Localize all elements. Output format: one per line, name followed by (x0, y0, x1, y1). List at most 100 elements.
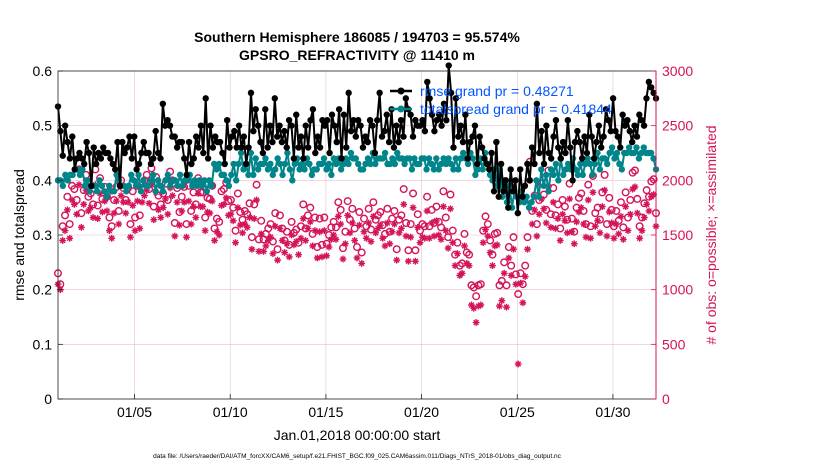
rmse-point (419, 117, 426, 124)
rmse-point (333, 138, 340, 146)
rmse-point (617, 144, 624, 151)
assimilated-obs-point (449, 239, 457, 247)
totalspread-point (179, 182, 186, 189)
possible-obs-point (369, 198, 378, 207)
assimilated-obs-point (105, 227, 113, 235)
rmse-point (393, 122, 400, 129)
rmse-point (162, 122, 169, 129)
totalspread-point (286, 166, 294, 173)
legend-rmse-label: rmse grand pr = 0.48271 (420, 83, 574, 99)
rmse-point (293, 111, 300, 118)
possible-obs-point (70, 185, 79, 194)
assimilated-obs-point (383, 219, 391, 227)
rmse-point (595, 122, 603, 129)
rmse-point (304, 144, 312, 151)
rmse-point (416, 122, 424, 129)
totalspread-point (633, 144, 640, 151)
possible-obs-point (189, 188, 198, 197)
rmse-point (228, 133, 236, 140)
assimilated-obs-point (311, 227, 319, 235)
totalspread-point (101, 188, 108, 195)
possible-obs-point (282, 227, 291, 236)
possible-obs-point (306, 203, 315, 212)
totalspread-point (625, 144, 633, 151)
totalspread-point (530, 193, 538, 200)
assimilated-obs-point (458, 269, 466, 277)
rmse-point (614, 133, 622, 140)
totalspread-point (232, 177, 240, 184)
possible-obs-point (432, 202, 441, 211)
assimilated-obs-point (141, 192, 148, 200)
rmse-point (288, 122, 295, 129)
assimilated-obs-point (486, 249, 494, 256)
rmse-point (281, 127, 288, 135)
rmse-point (328, 111, 336, 118)
totalspread-point (213, 166, 220, 173)
rmse-point (83, 138, 90, 146)
rmse-point (509, 188, 517, 195)
rmse-point (574, 127, 581, 135)
assimilated-obs-point (414, 223, 422, 231)
totalspread-point (291, 160, 298, 168)
rmse-point (450, 144, 457, 151)
rmse-point (624, 117, 631, 124)
rmse-point (331, 122, 338, 129)
rmse-point (438, 122, 445, 129)
x-ticks: 01/05 01/10 01/15 01/20 01/25 01/30 (117, 394, 631, 420)
totalspread-point (235, 160, 242, 168)
assimilated-obs-point (554, 215, 562, 222)
totalspread-point (318, 160, 325, 168)
rmse-point (628, 138, 636, 146)
rmse-point (495, 193, 502, 200)
rmse-point (209, 144, 217, 151)
assimilated-obs-point (145, 199, 153, 207)
possible-obs-point (619, 223, 628, 232)
possible-obs-point (469, 283, 478, 292)
totalspread-point (430, 166, 438, 173)
possible-obs-point (264, 224, 273, 233)
rmse-line (57, 65, 657, 214)
totalspread-point (457, 155, 464, 162)
rmse-point (300, 155, 307, 162)
totalspread-point (193, 182, 201, 189)
possible-obs-point (502, 281, 511, 290)
rmse-point (493, 138, 500, 146)
totalspread-point (272, 166, 279, 173)
rmse-point (528, 144, 536, 151)
rmse-point (443, 117, 450, 124)
totalspread-point (442, 160, 450, 168)
rmse-point (181, 155, 188, 162)
totalspread-point (586, 160, 594, 168)
possible-obs-point (462, 248, 471, 257)
totalspread-point (352, 155, 359, 162)
assimilated-obs-point (227, 210, 235, 218)
assimilated-obs-point (80, 200, 88, 208)
rmse-point (409, 133, 417, 140)
rmse-point (366, 117, 374, 124)
totalspread-point (389, 155, 396, 162)
rmse-point (645, 78, 653, 86)
totalspread-point (140, 177, 147, 184)
rmse-point (266, 122, 274, 129)
rmse-point (455, 133, 462, 140)
totalspread-point (230, 160, 237, 168)
totalspread-point (608, 144, 616, 151)
rmse-point (424, 78, 431, 86)
totalspread-point (159, 188, 167, 195)
rmse-point (390, 144, 398, 151)
assimilated-obs-point (171, 232, 179, 240)
assimilated-obs-point (192, 214, 200, 221)
assimilated-obs-point (138, 198, 146, 206)
totalspread-point (162, 177, 169, 184)
totalspread-point (372, 160, 379, 168)
rmse-point (369, 122, 376, 129)
y-right-tick-label: 2000 (662, 172, 693, 188)
rmse-point (221, 160, 228, 168)
totalspread-point (613, 149, 621, 157)
rmse-point (481, 155, 488, 162)
possible-obs-point (303, 211, 312, 220)
totalspread-point (254, 166, 262, 173)
totalspread-point (362, 160, 369, 168)
assimilated-obs-point (477, 301, 485, 309)
possible-obs-point (236, 208, 245, 217)
